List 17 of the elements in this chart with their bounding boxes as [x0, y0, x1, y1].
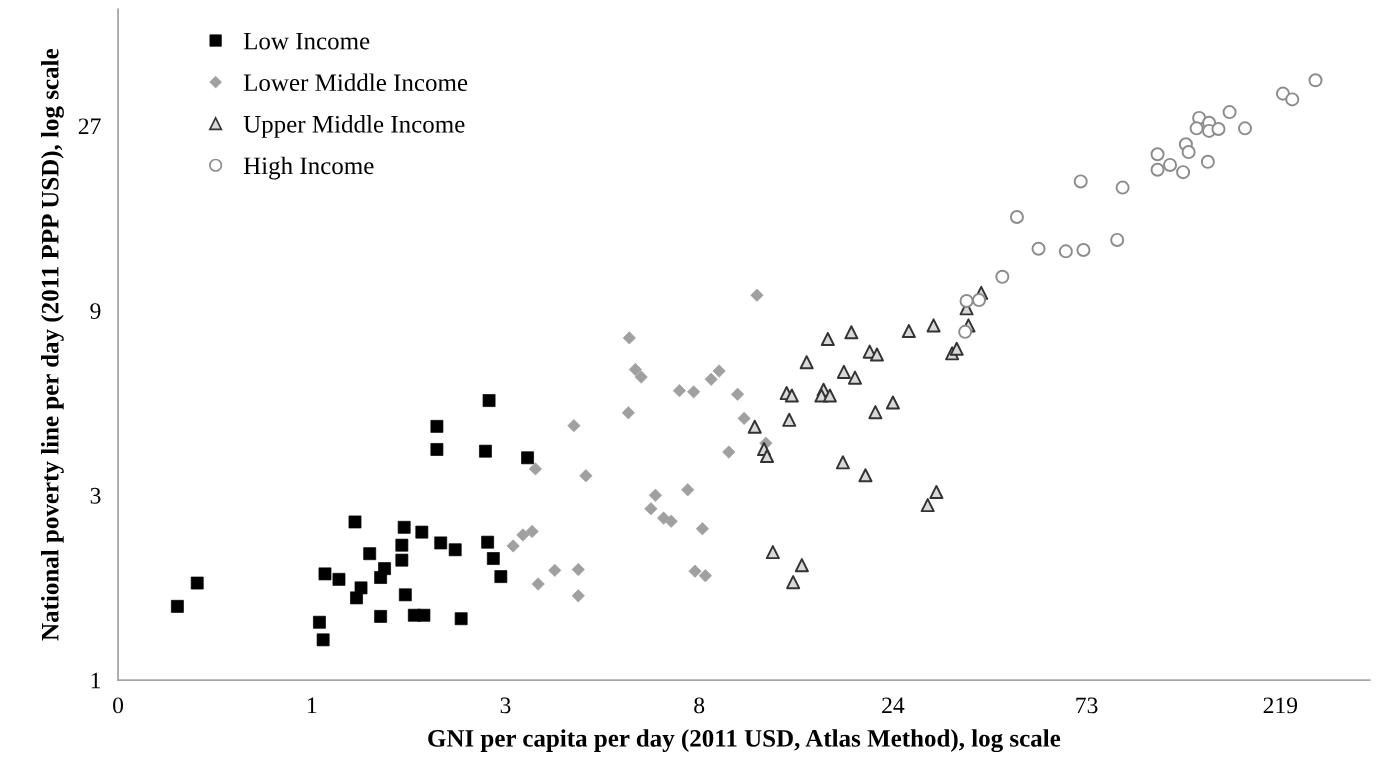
y-tick-label: 1 — [91, 672, 100, 689]
x-tick-label: 0 — [113, 697, 124, 714]
x-tick-label: 219 — [1263, 697, 1298, 714]
legend-label: High Income — [243, 156, 374, 180]
x-tick-label: 24 — [882, 697, 905, 714]
legend-label: Upper Middle Income — [243, 115, 465, 138]
x-tick-label: 8 — [694, 697, 705, 714]
x-tick-label: 3 — [500, 697, 511, 714]
legend-label: Low Income — [243, 32, 370, 50]
y-tick-label: 9 — [90, 303, 101, 319]
y-tick-label: 3 — [90, 487, 101, 504]
x-tick-label: 1 — [307, 697, 317, 714]
x-axis-title: GNI per capita per day (2011 USD, Atlas Method), log scale — [428, 729, 1061, 753]
x-tick-label: 73 — [1076, 697, 1098, 714]
y-axis-title: National poverty line per day (2011 PPP USD), log scale — [41, 49, 64, 641]
legend-label: Lower Middle Income — [243, 73, 468, 92]
y-tick-label: 27 — [78, 118, 101, 135]
